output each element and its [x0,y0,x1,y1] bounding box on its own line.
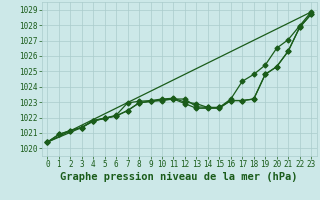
X-axis label: Graphe pression niveau de la mer (hPa): Graphe pression niveau de la mer (hPa) [60,172,298,182]
